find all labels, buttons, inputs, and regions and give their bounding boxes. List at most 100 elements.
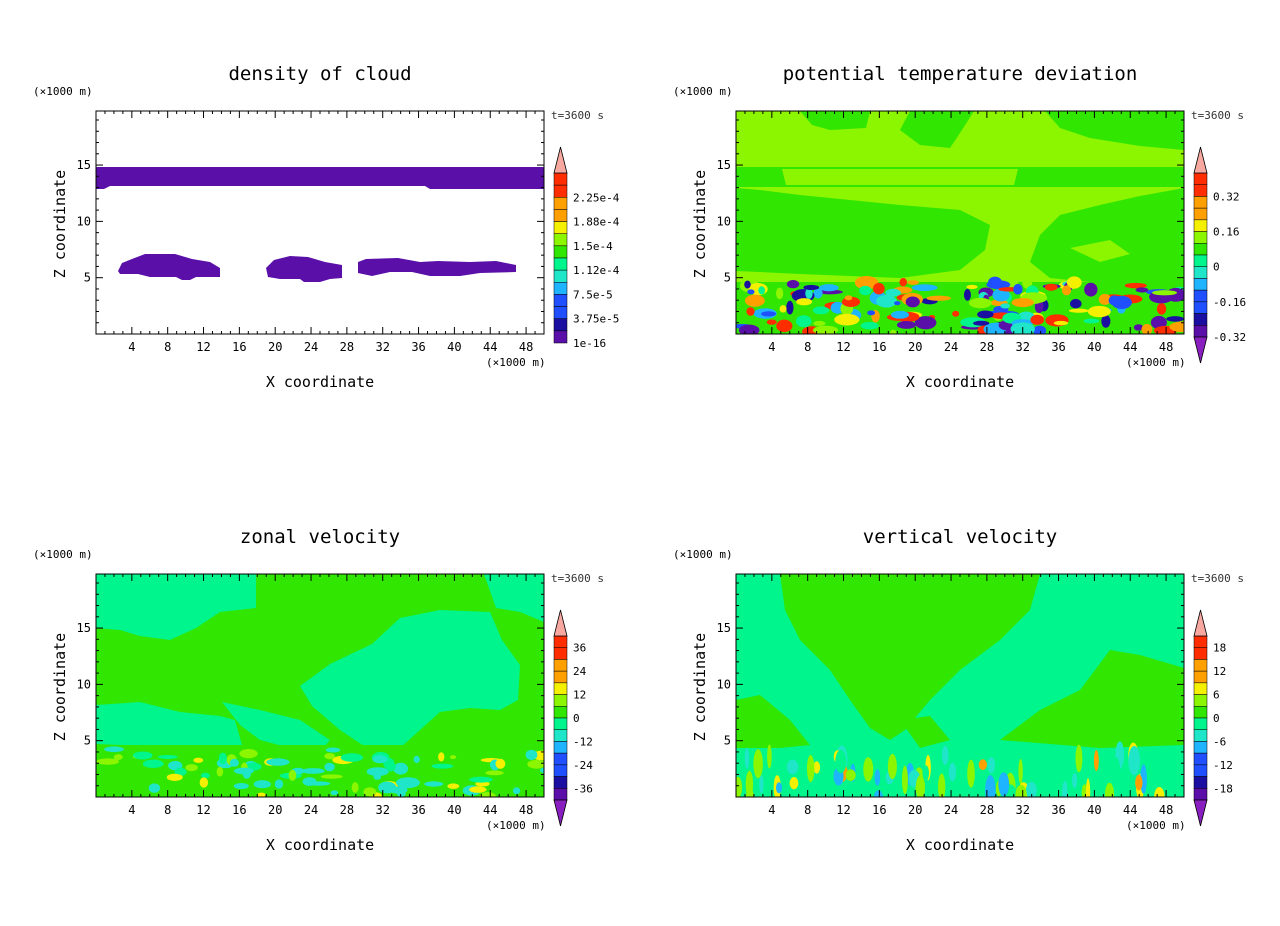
turbulence-cell xyxy=(525,749,538,761)
colorbar-segment xyxy=(1193,172,1208,185)
turbulence-cell xyxy=(978,759,987,771)
turbulence-cell xyxy=(1169,321,1184,333)
turbulence-cell xyxy=(1111,295,1132,310)
turbulence-cell xyxy=(758,286,766,295)
turbulence-cell xyxy=(812,306,830,315)
turbulence-cell xyxy=(199,777,209,788)
colorbar-label: -12 xyxy=(573,735,593,748)
x-tick-label: 8 xyxy=(164,340,171,354)
turbulence-cell xyxy=(987,276,1003,289)
turbulence-cell xyxy=(1098,293,1111,305)
x-tick-label: 28 xyxy=(340,340,354,354)
x-axis-label: X coordinate xyxy=(906,836,1014,854)
turbulence-cell xyxy=(1027,751,1033,773)
colorbar-segment xyxy=(1193,776,1208,789)
turbulence-cell xyxy=(288,769,297,781)
turbulence-cell xyxy=(1072,772,1078,789)
colorbar-label: 7.5e-5 xyxy=(573,288,613,301)
colorbar-segment xyxy=(553,209,568,222)
turbulence-cell xyxy=(1124,282,1147,289)
colorbar-label: 24 xyxy=(573,665,587,678)
field-region-center xyxy=(300,610,520,750)
x-tick-label: 4 xyxy=(768,803,775,817)
turbulence-cell xyxy=(859,285,872,296)
colorbar-top-arrow xyxy=(1193,609,1208,637)
turbulence-cell xyxy=(819,284,839,292)
x-tick-label: 12 xyxy=(196,803,210,817)
colorbar-segment xyxy=(553,729,568,742)
turbulence-cell xyxy=(1128,745,1141,776)
turbulence-cell xyxy=(512,787,521,795)
turbulence-cell xyxy=(985,775,996,797)
colorbar-segment xyxy=(1193,752,1208,766)
colorbar-segment xyxy=(1193,729,1208,742)
colorbar-segment xyxy=(553,694,568,707)
turbulence-cell xyxy=(948,762,957,782)
x-tick-label: 20 xyxy=(268,803,282,817)
colorbar-segment xyxy=(553,257,568,271)
turbulence-cell xyxy=(324,752,336,760)
colorbar-segment xyxy=(1193,670,1208,684)
colorbar-segment xyxy=(553,659,568,672)
turbulence-cell xyxy=(325,747,341,753)
field-region-mid xyxy=(900,716,950,748)
y-unit-label: (×1000 m) xyxy=(33,85,93,98)
colorbar-segment xyxy=(1193,717,1208,730)
turbulence-cell xyxy=(200,772,210,779)
turbulence-cell xyxy=(104,746,125,753)
chart-title: zonal velocity xyxy=(240,526,400,548)
turbulence-cell xyxy=(786,300,794,315)
field-band-inner xyxy=(782,169,1018,185)
colorbar-segment xyxy=(1193,289,1208,303)
y-tick-label: 10 xyxy=(717,677,731,691)
field-region-right xyxy=(1000,650,1184,748)
turbulence-cell xyxy=(899,277,908,287)
panel-vertical-velocity xyxy=(736,574,1184,797)
panel-density-of-cloud xyxy=(96,111,544,334)
x-unit-label: (×1000 m) xyxy=(486,819,546,832)
colorbar-segment xyxy=(1193,231,1208,244)
x-tick-label: 8 xyxy=(164,803,171,817)
turbulence-cell xyxy=(905,296,920,308)
x-tick-label: 40 xyxy=(1087,340,1101,354)
x-tick-label: 12 xyxy=(836,340,850,354)
colorbar-label: 18 xyxy=(1213,642,1226,655)
colorbar-segment xyxy=(553,717,568,730)
turbulence-cell xyxy=(372,755,388,764)
x-unit-label: (×1000 m) xyxy=(1126,356,1186,369)
x-tick-label: 40 xyxy=(447,340,461,354)
turbulence-cell xyxy=(746,307,755,316)
x-tick-label: 32 xyxy=(1015,803,1029,817)
colorbar-label: -12 xyxy=(1213,759,1233,772)
colorbar-segment xyxy=(553,172,568,186)
turbulence-cell xyxy=(813,761,821,774)
turbulence-cell xyxy=(174,767,187,776)
turbulence-cell xyxy=(1150,315,1167,330)
colorbar-segment xyxy=(1193,706,1208,719)
turbulence-cell xyxy=(907,280,920,285)
turbulence-cell xyxy=(413,755,420,764)
y-tick-label: 5 xyxy=(724,271,731,285)
turbulence-cell xyxy=(495,758,506,769)
turbulence-cell xyxy=(902,765,908,795)
turbulence-cell xyxy=(366,767,389,777)
turbulence-cell xyxy=(1025,781,1037,797)
colorbar-bottom-arrow xyxy=(1193,799,1208,827)
colorbar-label: 1e-16 xyxy=(573,337,606,350)
x-axis-label: X coordinate xyxy=(266,373,374,391)
chart-title: density of cloud xyxy=(228,63,411,85)
colorbar-segment xyxy=(553,197,568,210)
field-region-left xyxy=(736,188,990,278)
colorbar-segment xyxy=(1193,196,1208,209)
y-axis-label: Z coordinate xyxy=(691,633,709,741)
x-tick-label: 12 xyxy=(196,340,210,354)
turbulence-cell xyxy=(1104,782,1115,797)
turbulence-cell xyxy=(775,287,784,300)
turbulence-cell xyxy=(745,788,754,797)
turbulence-cell xyxy=(1085,778,1091,797)
y-tick-label: 15 xyxy=(77,621,91,635)
field-region-lower-left xyxy=(96,702,242,755)
x-tick-label: 12 xyxy=(836,803,850,817)
colorbar-segment xyxy=(553,294,568,307)
